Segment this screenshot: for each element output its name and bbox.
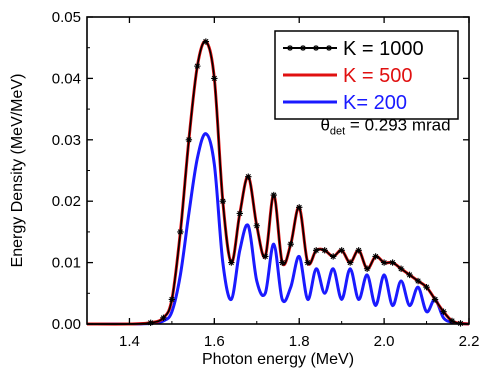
data-point (194, 62, 201, 70)
axes-layer: 1.4 1.6 1.8 2.0 2.2 0.00 0.01 0.02 0.03 0.04 0.05 (52, 9, 480, 350)
annotation-text: = 0.293 mrad (345, 116, 450, 135)
legend: K = 1000 K = 500 K= 200 (274, 30, 459, 120)
data-point (228, 259, 235, 266)
data-point (329, 253, 337, 260)
x-tick-label: 2.0 (374, 333, 395, 350)
data-point (177, 228, 184, 236)
data-point (147, 319, 154, 326)
data-point (219, 198, 227, 205)
data-point (253, 222, 260, 229)
data-point (211, 75, 218, 82)
legend-label: K = 500 (343, 65, 413, 87)
data-point (168, 296, 176, 303)
data-point (431, 296, 439, 303)
data-point (346, 259, 354, 266)
data-point (313, 247, 320, 254)
data-point (355, 247, 362, 254)
data-point (440, 308, 447, 315)
data-point (270, 191, 277, 199)
data-point (202, 38, 210, 45)
data-point (448, 317, 456, 325)
x-tick-label: 2.2 (459, 333, 480, 350)
data-point (236, 210, 243, 217)
y-tick-label: 0.01 (52, 255, 81, 272)
legend-marker (313, 45, 319, 51)
annotation-symbol: θ (320, 116, 329, 135)
data-point (338, 247, 345, 254)
data-point (363, 265, 371, 272)
x-axis-label: Photon energy (MeV) (202, 351, 354, 368)
legend-marker (326, 45, 332, 51)
legend-marker (287, 45, 293, 51)
x-tick-label: 1.4 (119, 333, 140, 350)
data-point (296, 204, 303, 211)
data-point (372, 253, 379, 260)
y-axis-label: Energy Density (MeV/MeV) (9, 74, 26, 268)
y-tick-label: 0.03 (52, 132, 81, 149)
y-tick-label: 0.05 (52, 9, 81, 26)
series-line (86, 132, 470, 326)
data-point (380, 259, 388, 266)
series-layer (86, 38, 470, 327)
data-point (423, 283, 430, 291)
data-point (185, 136, 193, 143)
legend-label: K = 1000 (343, 38, 424, 60)
x-tick-label: 1.8 (289, 333, 310, 350)
legend-label: K= 200 (343, 92, 407, 114)
data-point (245, 173, 252, 180)
y-tick-label: 0.04 (52, 70, 81, 87)
y-tick-label: 0.02 (52, 193, 81, 210)
legend-marker (300, 45, 306, 51)
data-point (406, 271, 413, 279)
data-point (397, 265, 405, 272)
data-point (389, 259, 396, 266)
annotation-subscript: det (330, 126, 345, 138)
data-point (279, 259, 286, 266)
data-point (287, 240, 294, 248)
data-point (262, 253, 269, 260)
theta-det-annotation: θdet = 0.293 mrad (320, 116, 450, 138)
x-tick-label: 1.6 (204, 333, 225, 350)
y-tick-label: 0.00 (52, 316, 81, 333)
data-point (160, 314, 167, 322)
data-point (304, 259, 311, 266)
data-point (321, 247, 328, 254)
data-point (414, 277, 422, 285)
